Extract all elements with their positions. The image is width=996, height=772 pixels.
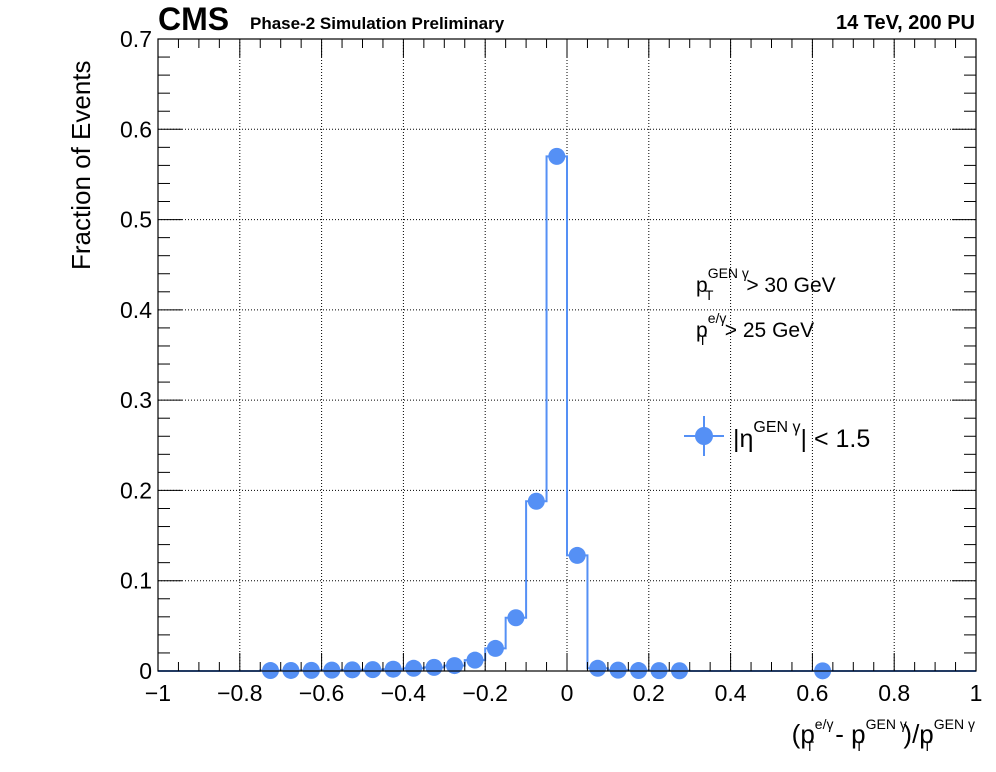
series-histogram [158,147,976,680]
x-tick-label: 0.8 [878,680,910,706]
data-point [548,147,566,165]
data-point [364,661,382,679]
data-point [446,657,464,675]
x-tick-label: 0.6 [796,680,828,706]
data-point [343,661,361,679]
data-point [507,609,525,627]
data-point [466,651,484,669]
x-tick-label: −1 [145,680,171,706]
data-point [589,659,607,677]
data-point [609,661,627,679]
y-axis-title: Fraction of Events [66,60,96,270]
x-tick-label: 0.2 [633,680,665,706]
x-tick-label: −0.8 [217,680,262,706]
cms-label: CMS [158,1,229,37]
y-tick-label: 0 [139,658,152,684]
data-point [568,546,586,564]
tick-labels: −1 −0.8 −0.6 −0.4 −0.2 0 0.2 0.4 0.6 0.8 1 0 0.1 0.2 0… [120,26,982,706]
energy-label: 14 TeV, 200 PU [836,12,975,34]
y-tick-label: 0.6 [120,116,152,142]
data-point [302,661,320,679]
y-tick-label: 0.5 [120,207,152,233]
y-tick-label: 0.1 [120,568,152,594]
x-tick-label: 0.4 [715,680,747,706]
annotation-pt-egamma: pe/γ T > 25 GeV [696,310,814,348]
data-point [527,492,545,510]
legend-marker [695,427,713,445]
data-point [405,659,423,677]
y-tick-label: 0.7 [120,26,152,52]
x-tick-label: −0.6 [299,680,344,706]
y-tick-label: 0.3 [120,387,152,413]
data-point [323,661,341,679]
y-tick-label: 0.2 [120,477,152,503]
x-tick-label: −0.4 [381,680,427,706]
legend-label: |ηGEN γ| < 1.5 [733,419,870,453]
histogram-step-line [158,155,976,672]
x-tick-label: 1 [970,680,983,706]
data-point [425,658,443,676]
subtitle: Phase-2 Simulation Preliminary [250,14,505,33]
legend: |ηGEN γ| < 1.5 [684,416,870,456]
x-tick-label: 0 [561,680,574,706]
y-tick-label: 0.4 [120,297,152,323]
axis-ticks [157,38,977,672]
x-tick-label: −0.2 [462,680,507,706]
data-point [384,660,402,678]
data-point [486,639,504,657]
